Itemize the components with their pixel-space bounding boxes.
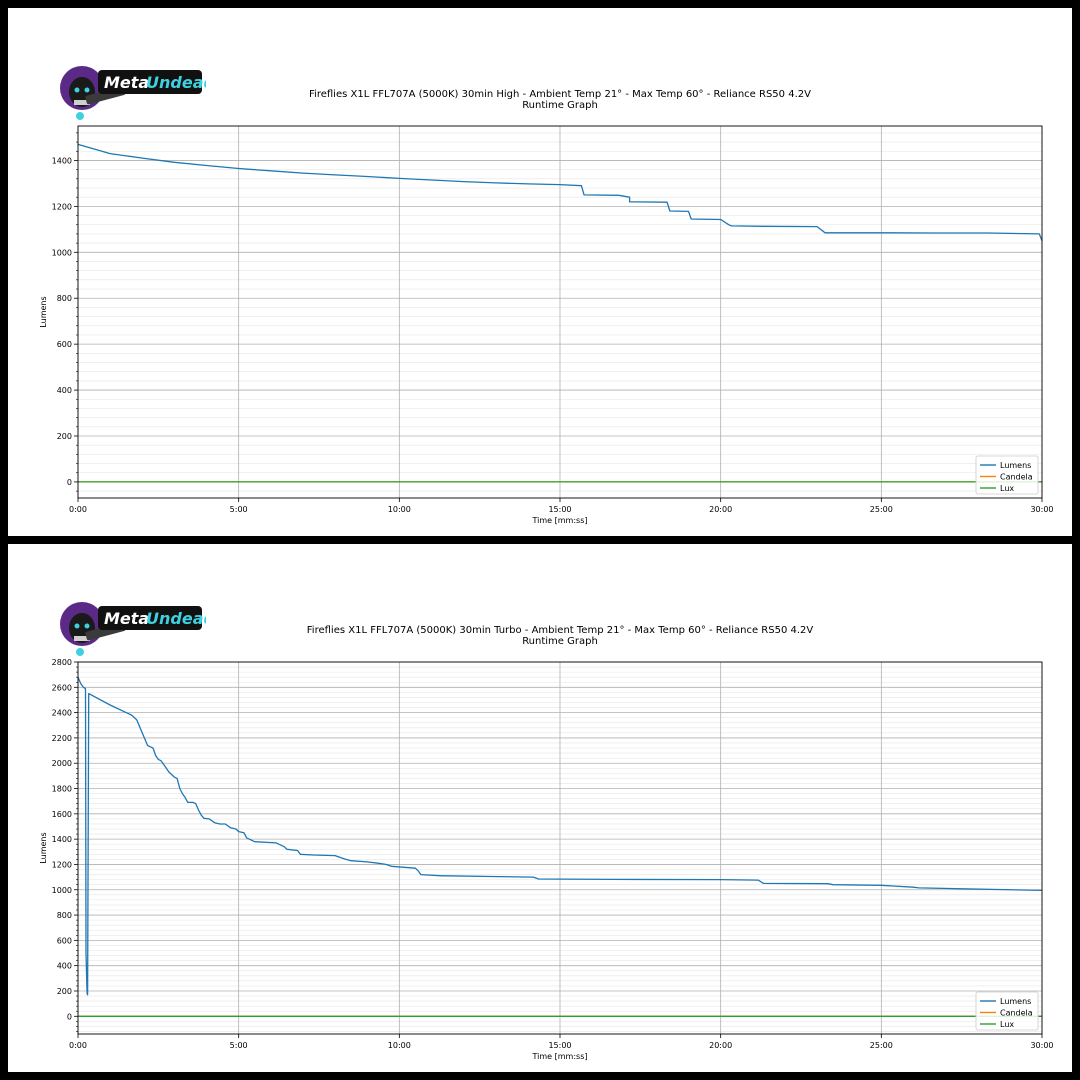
y-tick-label: 1600 (52, 810, 72, 819)
legend-label-lumens: Lumens (1000, 461, 1031, 470)
y-tick-label: 600 (57, 340, 72, 349)
legend-label-candela: Candela (1000, 1009, 1033, 1018)
y-tick-label: 1200 (52, 860, 72, 869)
y-tick-label: 400 (57, 386, 72, 395)
x-tick-label: 25:00 (870, 1041, 893, 1050)
metaundead-logo: Meta Undead (60, 66, 206, 120)
x-tick-label: 10:00 (388, 505, 411, 514)
x-tick-label: 20:00 (709, 1041, 732, 1050)
legend-label-lumens: Lumens (1000, 997, 1031, 1006)
y-tick-label: 2800 (52, 658, 72, 667)
metaundead-logo: Meta Undead (60, 602, 206, 656)
series-line-lumens (77, 143, 1043, 242)
y-tick-label: 200 (57, 987, 72, 996)
legend-label-lux: Lux (1000, 484, 1014, 493)
runtime-chart-turbo: Fireflies X1L FFL707A (5000K) 30min Turb… (39, 625, 1054, 1061)
x-axis-label: Time [mm:ss] (532, 1052, 588, 1061)
y-tick-label: 1000 (52, 886, 72, 895)
y-tick-label: 0 (67, 478, 72, 487)
legend-label-lux: Lux (1000, 1020, 1014, 1029)
chart-panel-high: Meta Undead Fireflies X1L FFL707A (5000K… (8, 8, 1072, 536)
x-axis-label: Time [mm:ss] (532, 516, 588, 525)
y-tick-label: 800 (57, 294, 72, 303)
logo-text-undead: Undead (146, 73, 206, 92)
x-tick-label: 30:00 (1030, 505, 1053, 514)
y-tick-label: 2200 (52, 734, 72, 743)
plot-frame (77, 125, 1043, 499)
y-tick-label: 1000 (52, 248, 72, 257)
x-tick-label: 5:00 (230, 1041, 248, 1050)
logo-text-meta: Meta (104, 609, 149, 628)
runtime-chart-high: Fireflies X1L FFL707A (5000K) 30min High… (39, 89, 1054, 525)
x-tick-label: 25:00 (870, 505, 893, 514)
y-tick-label: 2400 (52, 709, 72, 718)
x-tick-label: 0:00 (69, 505, 87, 514)
y-tick-label: 200 (57, 432, 72, 441)
y-tick-label: 1800 (52, 785, 72, 794)
x-tick-label: 15:00 (548, 1041, 571, 1050)
chart-subtitle: Runtime Graph (522, 100, 598, 111)
y-tick-label: 1200 (52, 202, 72, 211)
x-tick-label: 15:00 (548, 505, 571, 514)
x-tick-label: 30:00 (1030, 1041, 1053, 1050)
x-tick-label: 20:00 (709, 505, 732, 514)
y-axis-label: Lumens (39, 296, 48, 327)
legend-label-candela: Candela (1000, 473, 1033, 482)
y-tick-label: 800 (57, 911, 72, 920)
logo-text-meta: Meta (104, 73, 149, 92)
y-tick-label: 0 (67, 1012, 72, 1021)
y-tick-label: 400 (57, 962, 72, 971)
series-line-lumens (77, 676, 1043, 996)
y-axis-label: Lumens (39, 832, 48, 863)
y-tick-label: 2000 (52, 759, 72, 768)
x-tick-label: 5:00 (230, 505, 248, 514)
x-tick-label: 10:00 (388, 1041, 411, 1050)
chart-title: Fireflies X1L FFL707A (5000K) 30min High… (309, 89, 811, 100)
chart-subtitle: Runtime Graph (522, 636, 598, 647)
x-tick-label: 0:00 (69, 1041, 87, 1050)
y-tick-label: 1400 (52, 156, 72, 165)
y-tick-label: 1400 (52, 835, 72, 844)
plot-frame (77, 661, 1043, 1035)
y-tick-label: 2600 (52, 683, 72, 692)
chart-title: Fireflies X1L FFL707A (5000K) 30min Turb… (307, 625, 814, 636)
chart-panel-turbo: Meta Undead Fireflies X1L FFL707A (5000K… (8, 544, 1072, 1072)
y-tick-label: 600 (57, 936, 72, 945)
logo-text-undead: Undead (146, 609, 206, 628)
